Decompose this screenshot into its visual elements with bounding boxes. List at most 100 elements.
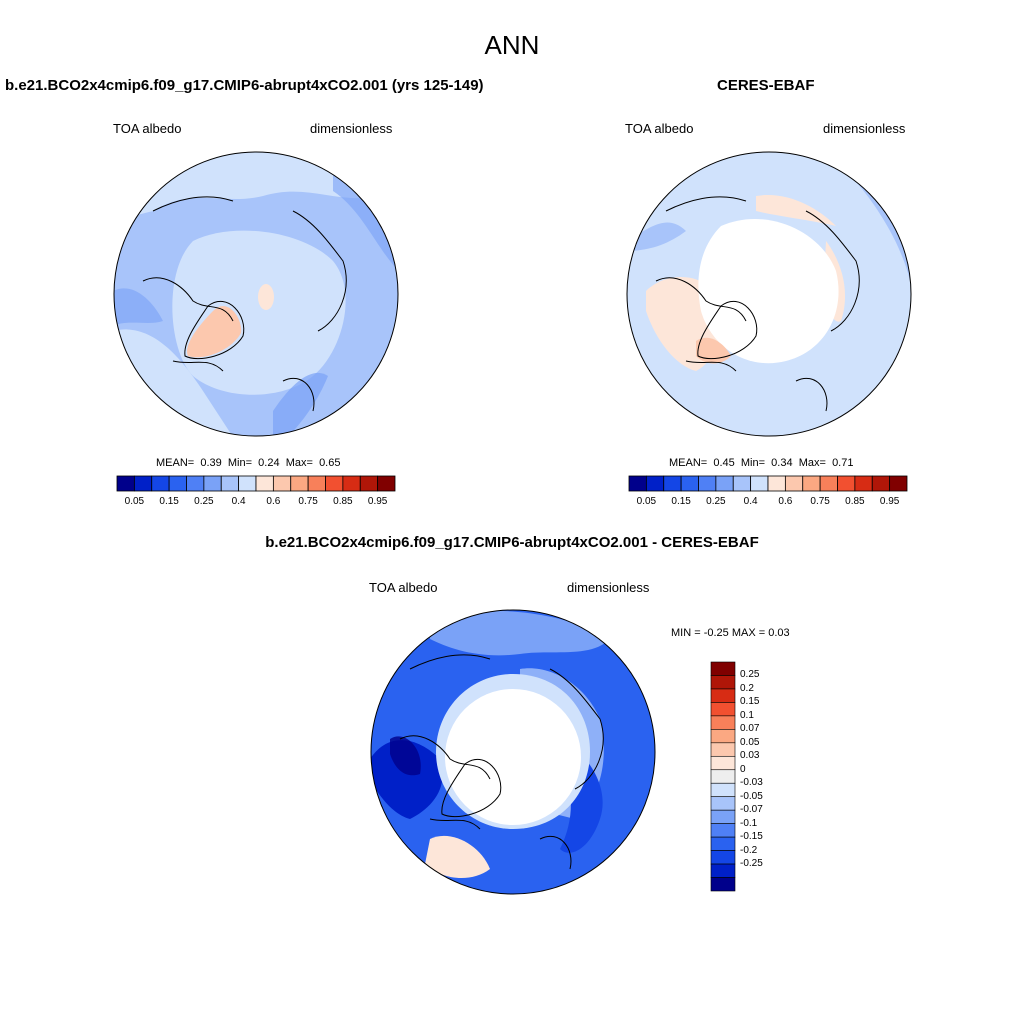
colorbar-tick-label: 0.07 [740,723,760,735]
colorbar-tick-label: -0.25 [740,858,763,870]
colorbar-tick-label: -0.05 [740,790,763,802]
panel1-stats: MEAN= 0.39 Min= 0.24 Max= 0.65 [156,457,341,469]
colorbar-swatch [710,863,736,878]
colorbar-tick-label: -0.03 [740,777,763,789]
panel2-stats: MEAN= 0.45 Min= 0.34 Max= 0.71 [669,457,854,469]
colorbar-tick-label: -0.07 [740,804,763,816]
colorbar-tick-label: 0.25 [706,496,726,507]
colorbar-tick-label: 0.25 [194,496,214,507]
panel1-polar-map [113,151,399,437]
colorbar-tick-label: 0.05 [124,496,145,507]
colorbar-swatch [710,796,736,811]
colorbar-tick-label: -0.15 [740,831,763,843]
colorbar-swatch [151,475,170,492]
colorbar-swatch [710,755,736,771]
panel1-colorbar [116,475,396,492]
colorbar-tick-label: 0.75 [810,496,830,507]
panel2-colorbar-labels: 0.05 0.15 0.25 0.4 0.6 0.75 0.85 0.95 [629,496,907,510]
panel3-units-label: dimensionless [567,580,650,595]
colorbar-tick-label: 0.4 [743,496,758,507]
panel2-units-label: dimensionless [823,121,906,136]
colorbar-tick-label: 0.15 [740,696,760,708]
colorbar-swatch [168,475,187,492]
colorbar-swatch [710,877,736,892]
panel1-title: b.e21.BCO2x4cmip6.f09_g17.CMIP6-abrupt4x… [5,77,484,94]
panel2-colorbar [628,475,908,492]
colorbar-swatch [342,475,361,492]
panel2-title: CERES-EBAF [717,77,815,94]
colorbar-swatch [710,675,736,690]
panel2-variable-label: TOA albedo [625,121,694,136]
colorbar-tick-label: -0.1 [740,817,758,829]
colorbar-tick-label: 0.15 [671,496,691,507]
colorbar-swatch [750,475,769,492]
colorbar-swatch [784,475,804,492]
colorbar-tick-label: 0.85 [333,496,353,507]
panel3-polar-map [370,609,656,895]
colorbar-tick-label: 0.15 [159,496,179,507]
colorbar-swatch [802,475,821,492]
colorbar-tick-label: 0.6 [778,496,793,507]
colorbar-swatch [710,809,736,824]
colorbar-tick-label: 0.75 [298,496,318,507]
colorbar-swatch [238,475,257,492]
colorbar-swatch [710,850,736,865]
colorbar-tick-label: 0.4 [231,496,246,507]
colorbar-swatch [116,475,135,492]
colorbar-tick-label: -0.2 [740,844,758,856]
colorbar-swatch [377,475,396,492]
colorbar-swatch [307,475,326,492]
colorbar-tick-label: 0.2 [740,682,754,694]
panel2-polar-map [626,151,912,437]
colorbar-swatch [290,475,309,492]
figure-title: ANN [484,30,540,60]
colorbar-tick-label: 0.6 [266,496,281,507]
colorbar-tick-label: 0.95 [367,496,388,507]
colorbar-swatch [255,475,274,492]
colorbar-swatch [680,475,699,492]
panel1-variable-label: TOA albedo [113,121,182,136]
colorbar-swatch [732,475,752,492]
colorbar-tick-label: 0.1 [740,709,754,721]
panel1-units-label: dimensionless [310,121,393,136]
colorbar-swatch [854,475,873,492]
colorbar-swatch [715,475,734,492]
colorbar-swatch [325,475,344,492]
colorbar-swatch [645,475,665,492]
panel3-colorbar [710,661,736,892]
panel3-colorbar-labels: 0.25 0.2 0.15 0.1 0.07 0.05 0.03 0 -0.03 -0.05 -0.… [740,662,790,891]
colorbar-swatch [359,475,379,492]
colorbar-swatch [710,782,736,798]
colorbar-swatch [710,715,736,730]
colorbar-swatch [663,475,682,492]
colorbar-swatch [710,661,736,676]
colorbar-swatch [871,475,891,492]
colorbar-swatch [628,475,647,492]
colorbar-swatch [203,475,222,492]
colorbar-swatch [710,688,736,703]
colorbar-tick-label: 0.95 [879,496,900,507]
colorbar-swatch [710,836,736,851]
colorbar-tick-label: 0.05 [636,496,657,507]
colorbar-tick-label: 0.85 [845,496,865,507]
colorbar-tick-label: 0.05 [740,736,760,748]
colorbar-tick-label: 0 [740,763,746,775]
colorbar-swatch [272,475,292,492]
colorbar-swatch [710,702,736,717]
colorbar-swatch [767,475,786,492]
colorbar-swatch [837,475,856,492]
panel1-colorbar-labels: 0.05 0.15 0.25 0.4 0.6 0.75 0.85 0.95 [117,496,395,510]
colorbar-swatch [698,475,717,492]
colorbar-swatch [710,769,736,784]
colorbar-swatch [186,475,205,492]
colorbar-swatch [710,823,736,838]
colorbar-tick-label: 0.03 [740,750,760,762]
panel3-stats: MIN = -0.25 MAX = 0.03 [671,627,790,639]
colorbar-swatch [220,475,240,492]
panel3-variable-label: TOA albedo [369,580,438,595]
colorbar-swatch [889,475,908,492]
colorbar-swatch [133,475,153,492]
colorbar-tick-label: 0.25 [740,669,760,681]
colorbar-swatch [710,729,736,744]
colorbar-swatch [819,475,838,492]
